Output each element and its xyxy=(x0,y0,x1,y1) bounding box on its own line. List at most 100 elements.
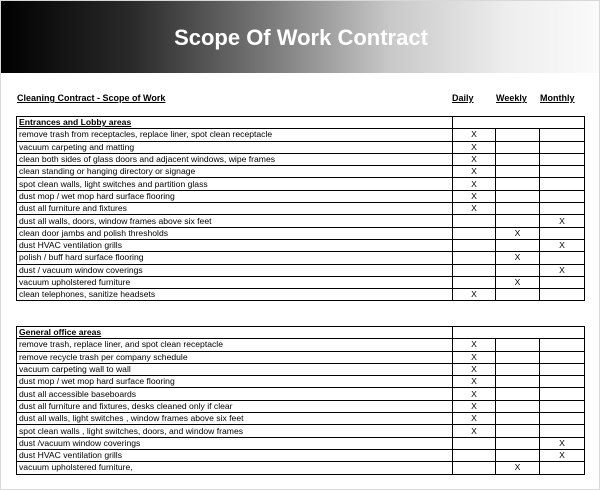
task-cell: vacuum upholstered furniture xyxy=(16,275,453,290)
weekly-cell xyxy=(495,165,540,179)
weekly-cell xyxy=(495,399,540,414)
weekly-cell xyxy=(495,152,540,167)
table-row: spot clean walls, light switches and par… xyxy=(16,177,586,191)
monthly-cell xyxy=(538,177,586,191)
weekly-cell xyxy=(495,177,540,191)
daily-cell: X xyxy=(452,177,496,191)
daily-cell: X xyxy=(452,189,496,204)
monthly-cell xyxy=(538,375,586,389)
task-cell: spot clean walls, light switches and par… xyxy=(16,177,453,191)
weekly-cell: X xyxy=(495,226,540,240)
table-row: dust all walls, light switches , window … xyxy=(16,412,586,426)
column-header-daily: Daily xyxy=(452,93,474,103)
monthly-cell: X xyxy=(538,263,586,277)
daily-cell: X xyxy=(452,128,496,142)
monthly-cell xyxy=(538,350,586,364)
table-row: dust all accessible baseboards X xyxy=(16,387,586,401)
weekly-cell xyxy=(495,338,540,352)
table-row: dust all walls, doors, window frames abo… xyxy=(16,214,586,228)
task-cell: dust all walls, doors, window frames abo… xyxy=(16,214,453,228)
section-header-row: Entrances and Lobby areas xyxy=(16,115,586,130)
daily-cell: X xyxy=(452,399,496,414)
table-row: dust mop / wet mop hard surface flooring… xyxy=(16,189,586,204)
table-row: vacuum carpeting and matting X xyxy=(16,140,586,154)
weekly-cell xyxy=(495,436,540,450)
table-row: dust mop / wet mop hard surface flooring… xyxy=(16,375,586,389)
table-row: clean standing or hanging directory or s… xyxy=(16,165,586,179)
section-title: Entrances and Lobby areas xyxy=(16,115,453,130)
table-row: clean telephones, sanitize headsets X xyxy=(16,288,586,302)
column-header-weekly: Weekly xyxy=(496,93,527,103)
weekly-cell: X xyxy=(495,461,540,475)
table-row: clean both sides of glass doors and adja… xyxy=(16,152,586,167)
daily-cell: X xyxy=(452,350,496,364)
daily-cell: X xyxy=(452,375,496,389)
weekly-cell xyxy=(495,214,540,228)
section-title: General office areas xyxy=(16,325,453,340)
monthly-cell xyxy=(538,338,586,352)
daily-cell xyxy=(452,251,496,265)
monthly-cell xyxy=(538,251,586,265)
daily-cell: X xyxy=(452,387,496,401)
task-cell: dust all walls, light switches , window … xyxy=(16,412,453,426)
weekly-cell xyxy=(495,375,540,389)
title-banner: Scope Of Work Contract xyxy=(1,1,599,73)
table-row: vacuum upholstered furniture, X xyxy=(16,461,586,475)
page-title: Scope Of Work Contract xyxy=(174,25,428,50)
daily-cell: X xyxy=(452,412,496,426)
task-cell: clean both sides of glass doors and adja… xyxy=(16,152,453,167)
table-row: dust /vacuum window coverings X xyxy=(16,436,586,450)
section-header-blank xyxy=(451,115,586,130)
monthly-cell xyxy=(538,362,586,377)
daily-cell xyxy=(452,238,496,253)
table-row: spot clean walls , light switches, doors… xyxy=(16,424,586,438)
task-cell: clean door jambs and polish thresholds xyxy=(16,226,453,240)
table-row: vacuum carpeting wall to wall X xyxy=(16,362,586,377)
daily-cell xyxy=(452,214,496,228)
monthly-cell: X xyxy=(538,214,586,228)
task-cell: dust all accessible baseboards xyxy=(16,387,453,401)
task-cell: vacuum carpeting and matting xyxy=(16,140,453,154)
monthly-cell xyxy=(538,412,586,426)
task-cell: dust mop / wet mop hard surface flooring xyxy=(16,189,453,204)
monthly-cell xyxy=(538,152,586,167)
monthly-cell xyxy=(538,128,586,142)
monthly-cell xyxy=(538,189,586,204)
daily-cell: X xyxy=(452,362,496,377)
weekly-cell: X xyxy=(495,275,540,290)
table-row: remove trash from receptacles, replace l… xyxy=(16,128,586,142)
weekly-cell xyxy=(495,189,540,204)
task-cell: dust mop / wet mop hard surface flooring xyxy=(16,375,453,389)
weekly-cell xyxy=(495,238,540,253)
table-row: dust all furniture and fixtures X xyxy=(16,202,586,216)
task-cell: dust HVAC ventilation grills xyxy=(16,448,453,463)
section-header-blank xyxy=(451,325,586,340)
task-cell: remove recycle trash per company schedul… xyxy=(16,350,453,364)
task-cell: clean standing or hanging directory or s… xyxy=(16,165,453,179)
task-cell: remove trash, replace liner, and spot cl… xyxy=(16,338,453,352)
daily-cell: X xyxy=(452,288,496,302)
weekly-cell xyxy=(495,387,540,401)
daily-cell xyxy=(452,263,496,277)
weekly-cell xyxy=(495,362,540,377)
weekly-cell xyxy=(495,140,540,154)
weekly-cell xyxy=(495,424,540,438)
monthly-cell: X xyxy=(538,448,586,463)
task-cell: dust all furniture and fixtures xyxy=(16,202,453,216)
weekly-cell xyxy=(495,288,540,302)
monthly-cell xyxy=(538,226,586,240)
daily-cell xyxy=(452,226,496,240)
weekly-cell xyxy=(495,350,540,364)
weekly-cell xyxy=(495,128,540,142)
daily-cell xyxy=(452,448,496,463)
weekly-cell xyxy=(495,263,540,277)
daily-cell: X xyxy=(452,202,496,216)
table-row: dust / vacuum window coverings X xyxy=(16,263,586,277)
task-cell: polish / buff hard surface flooring xyxy=(16,251,453,265)
daily-cell: X xyxy=(452,140,496,154)
monthly-cell xyxy=(538,461,586,475)
table-row: polish / buff hard surface flooring X xyxy=(16,251,586,265)
document-subtitle: Cleaning Contract - Scope of Work xyxy=(17,93,166,103)
task-cell: dust all furniture and fixtures, desks c… xyxy=(16,399,453,414)
monthly-cell: X xyxy=(538,436,586,450)
